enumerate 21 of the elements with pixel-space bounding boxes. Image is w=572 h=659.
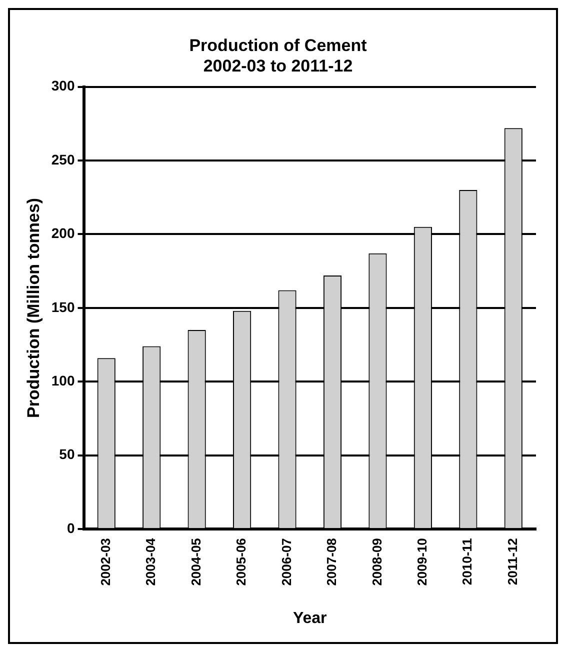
y-tick-label: 0 — [66, 520, 75, 536]
x-tick-label: 2004-05 — [188, 538, 204, 586]
x-tick-label: 2009-10 — [414, 538, 430, 586]
y-tick-label: 150 — [51, 298, 75, 315]
x-tick-label: 2010-11 — [460, 538, 475, 586]
x-tick-label: 2006-07 — [278, 538, 294, 586]
chart-subtitle: 2002-03 to 2011-12 — [203, 56, 353, 76]
y-tick-label: 50 — [59, 446, 75, 462]
x-axis-title: Year — [292, 610, 327, 627]
y-axis-title: Production (Million tonnes) — [24, 198, 43, 418]
y-tick-label: 100 — [51, 372, 75, 389]
y-tick-label: 250 — [51, 151, 75, 168]
y-tick-label: 200 — [51, 225, 75, 242]
y-tick-label: 300 — [51, 78, 75, 94]
x-tick-label: 2011-12 — [504, 538, 520, 586]
x-tick-label: 2008-09 — [369, 538, 384, 586]
x-tick-label: 2007-08 — [324, 538, 340, 586]
x-tick-label: 2003-04 — [143, 537, 158, 586]
x-tick-label: 2005-06 — [234, 538, 249, 586]
chart-title: Production of Cement — [189, 36, 368, 55]
x-tick-label: 2002-03 — [98, 538, 113, 586]
